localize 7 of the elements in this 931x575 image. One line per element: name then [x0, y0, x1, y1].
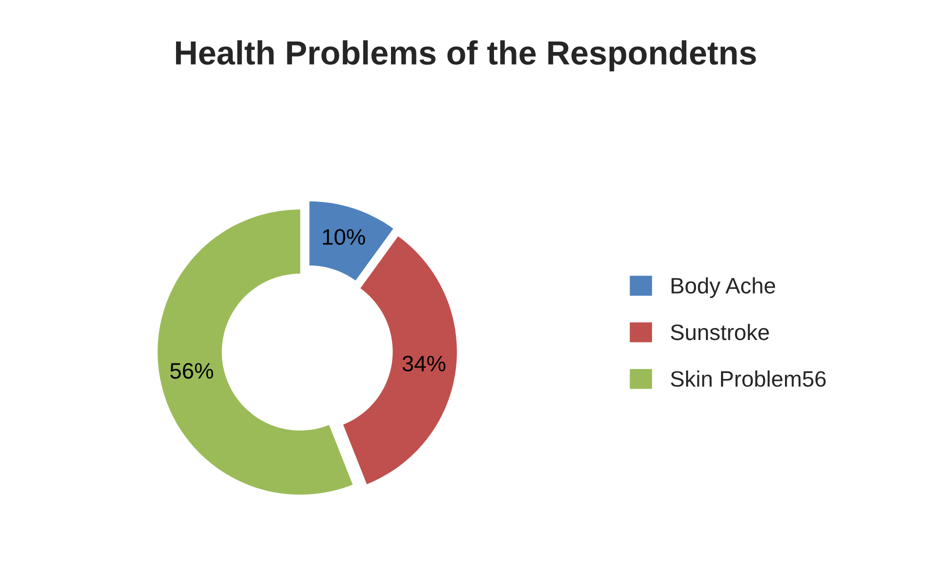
data-label: 56%	[170, 363, 214, 379]
legend-label: Body Ache	[672, 277, 776, 298]
legend-label: Sunstroke	[670, 324, 769, 340]
legend-label: Skin Problem56	[670, 370, 826, 387]
chart-title: Health Problems of the Respondetns	[176, 40, 756, 72]
data-label: 10%	[323, 229, 366, 245]
data-label: 34%	[402, 356, 446, 372]
